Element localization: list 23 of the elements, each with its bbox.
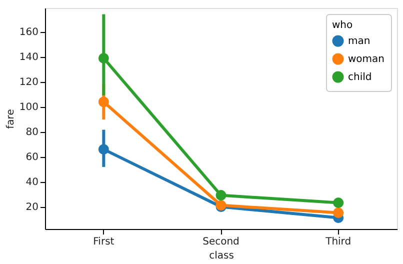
y-tick-label: 20 [26,202,38,214]
legend-label: man [348,36,370,47]
point [98,144,109,155]
point [98,52,109,64]
y-tick-label: 120 [19,77,38,88]
legend-label: child [348,72,372,83]
x-tick-label: Third [324,236,352,248]
point [333,208,344,218]
y-tick-label: 160 [19,27,38,38]
x-tick-label: First [93,236,114,248]
legend-label: woman [348,54,385,65]
y-axis-title: fare [5,109,16,129]
point [216,190,226,201]
x-tick-label: Second [202,236,240,248]
y-tick-label: 100 [19,102,38,114]
y-tick-label: 140 [19,52,38,64]
y-tick-label: 60 [26,152,38,164]
point [333,198,344,208]
legend-title: who [332,20,353,31]
point [98,96,109,108]
y-tick-label: 80 [26,127,38,138]
y-tick-label: 40 [26,177,38,188]
x-axis-title: class [209,250,234,262]
